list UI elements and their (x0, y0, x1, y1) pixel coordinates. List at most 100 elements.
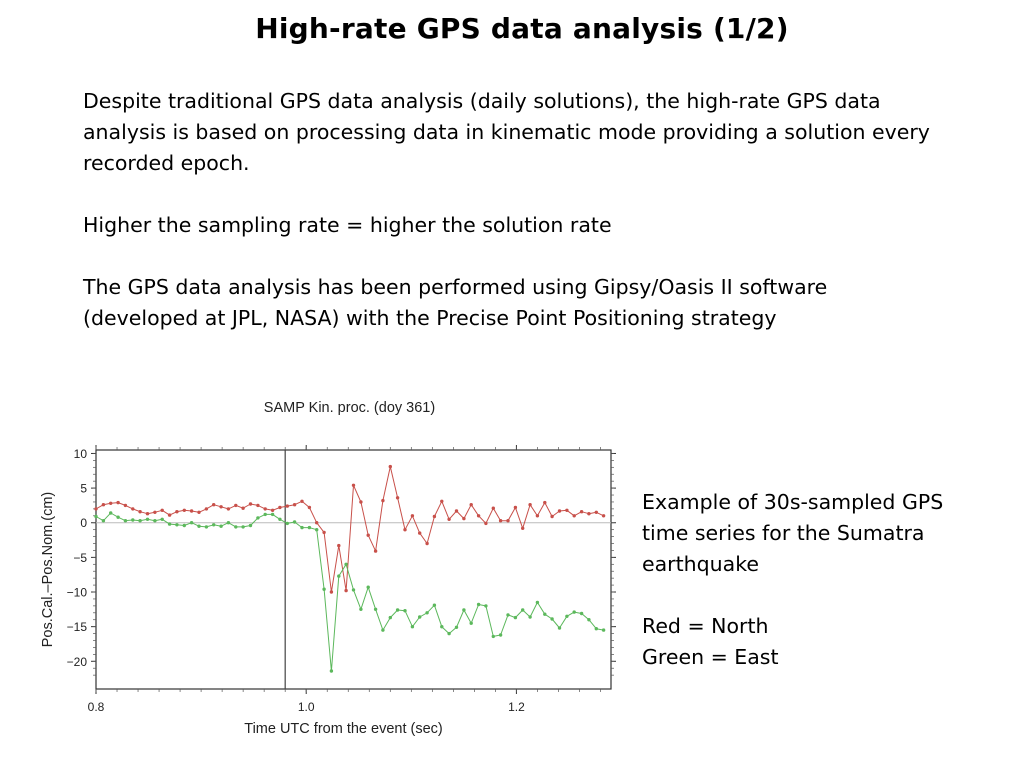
data-point (153, 510, 157, 514)
data-point (557, 509, 562, 513)
data-point (315, 521, 319, 525)
y-tick-label: 0 (80, 516, 87, 530)
data-point (381, 498, 385, 503)
data-point (241, 506, 245, 510)
data-point (226, 507, 231, 511)
data-point (189, 521, 194, 525)
x-tick-label: 1.2 (508, 700, 525, 714)
data-point (587, 512, 591, 516)
data-point (138, 519, 142, 523)
series-east (94, 511, 606, 673)
data-point (447, 631, 451, 636)
data-point (337, 543, 341, 548)
y-tick-label: −15 (67, 620, 88, 634)
data-point (167, 522, 172, 526)
data-point (131, 507, 135, 511)
data-point (307, 505, 312, 510)
paragraph-gipsy-software: The GPS data analysis has been performed… (83, 275, 828, 330)
data-point (322, 587, 326, 591)
data-point (469, 503, 473, 507)
data-point (403, 609, 407, 613)
data-point (469, 621, 473, 625)
data-point (565, 508, 569, 512)
data-point (204, 507, 209, 511)
data-point (528, 615, 532, 619)
data-point (410, 514, 415, 518)
data-point (601, 514, 606, 518)
data-point (263, 512, 267, 517)
data-point (351, 588, 356, 592)
data-point (248, 523, 253, 528)
data-point (535, 514, 540, 518)
data-point (359, 500, 363, 504)
data-point (572, 514, 576, 518)
data-point (476, 514, 481, 518)
data-point (425, 541, 429, 546)
x-axis-label: Time UTC from the event (sec) (244, 721, 442, 737)
data-point (256, 503, 260, 508)
data-point (234, 525, 238, 529)
data-point (285, 521, 289, 526)
data-point (300, 525, 304, 530)
data-point (109, 511, 113, 515)
data-point (484, 521, 488, 526)
data-point (513, 615, 518, 620)
series-north (94, 464, 606, 594)
data-point (476, 602, 481, 607)
data-point (359, 607, 363, 611)
data-point (373, 549, 378, 553)
body-text: Despite traditional GPS data analysis (d… (83, 86, 943, 365)
data-point (440, 625, 444, 629)
data-point (278, 505, 282, 510)
data-point (123, 503, 128, 508)
data-point (226, 521, 231, 525)
legend-red-north: Red = North (642, 614, 769, 638)
data-point (395, 496, 400, 500)
data-point (300, 499, 304, 503)
data-point (601, 628, 606, 632)
data-point (307, 525, 312, 530)
data-point (175, 510, 179, 514)
data-point (550, 617, 554, 621)
legend-green-east: Green = East (642, 645, 779, 669)
data-point (204, 525, 209, 529)
data-point (418, 615, 422, 619)
y-axis-label: Pos.Cal.–Pos.Nom.(cm) (40, 492, 56, 648)
data-point (381, 628, 385, 632)
data-point (344, 562, 348, 566)
data-point (462, 516, 466, 521)
data-point (123, 519, 128, 523)
data-point (234, 503, 238, 508)
y-tick-label: −20 (67, 655, 88, 669)
data-point (594, 627, 598, 631)
data-point (94, 507, 98, 511)
data-point (212, 523, 216, 527)
data-point (145, 512, 150, 516)
data-point (388, 615, 392, 620)
y-tick-label: −5 (73, 551, 87, 565)
data-point (403, 528, 407, 532)
data-point (292, 520, 297, 524)
data-point (425, 611, 429, 615)
data-point (506, 519, 510, 523)
data-point (131, 518, 135, 522)
data-point (256, 516, 260, 520)
data-point (594, 510, 598, 514)
data-point (454, 625, 459, 629)
chart-caption: Example of 30s-sampled GPS time series f… (642, 490, 944, 576)
data-point (116, 500, 120, 505)
data-point (498, 519, 503, 523)
side-note: Example of 30s-sampled GPS time series f… (642, 487, 982, 673)
gps-time-series-chart: SAMP Kin. proc. (doy 361) 10 5 0 −5 −10 −15 −20… (40, 400, 616, 737)
data-point (292, 503, 297, 507)
data-point (579, 510, 584, 514)
data-point (197, 524, 201, 528)
data-point (543, 612, 547, 616)
data-point (366, 585, 370, 589)
data-point (145, 517, 150, 521)
data-point (248, 502, 253, 506)
chart-title: SAMP Kin. proc. (doy 361) (264, 400, 435, 416)
x-tick-label: 0.8 (88, 700, 105, 714)
data-point (351, 483, 356, 487)
data-point (329, 590, 334, 594)
